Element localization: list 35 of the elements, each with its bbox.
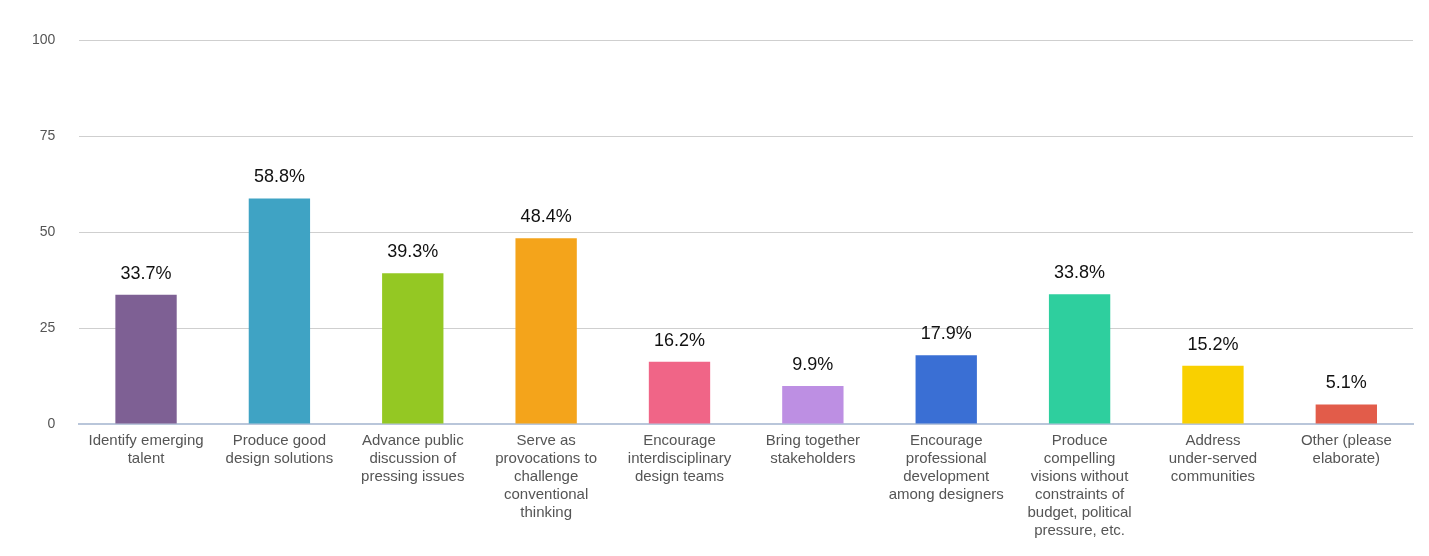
x-tick-label: Produce good design solutions [225, 431, 334, 467]
y-tick-label: 75 [39, 127, 56, 144]
y-tick-label: 0 [47, 414, 56, 431]
x-tick-label: Produce compelling visions without constraints of budget, political pressure, etc. [1027, 431, 1132, 539]
bar [515, 238, 577, 424]
x-tick-label: Advance public discussion of pressing issues [361, 431, 465, 485]
bar [782, 386, 844, 424]
data-label: 15.2% [1187, 333, 1239, 354]
data-label: 48.4% [520, 206, 572, 227]
x-tick-label: Bring together stakeholders [765, 431, 860, 467]
data-label: 5.1% [1325, 372, 1367, 393]
bar [1048, 294, 1111, 424]
data-label: 17.9% [920, 323, 972, 344]
bar [1315, 404, 1377, 424]
y-tick-label: 25 [39, 318, 56, 335]
data-label: 9.9% [792, 353, 834, 374]
x-tick-label: Encourage interdisciplinary design teams [627, 431, 732, 485]
data-label: 58.8% [253, 166, 305, 187]
bar [248, 198, 311, 424]
x-tick-label: Serve as provocations to challenge conventional thinking [495, 431, 597, 521]
bar [1182, 365, 1244, 424]
x-tick-label: Other (please elaborate) [1300, 431, 1392, 467]
x-tick-label: Identify emerging talent [88, 431, 204, 467]
data-label: 39.3% [387, 241, 439, 262]
x-tick-label: Address under-served communities [1168, 431, 1258, 485]
data-label: 33.7% [120, 262, 172, 283]
y-tick-label: 100 [32, 31, 56, 48]
data-label: 33.8% [1054, 262, 1106, 283]
data-label: 16.2% [653, 329, 706, 350]
bar [382, 273, 444, 424]
bar [648, 361, 711, 424]
bar [915, 355, 977, 424]
y-tick-label: 50 [39, 223, 56, 240]
x-tick-label: Encourage professional development among designers [888, 431, 1004, 503]
bar [115, 294, 177, 424]
